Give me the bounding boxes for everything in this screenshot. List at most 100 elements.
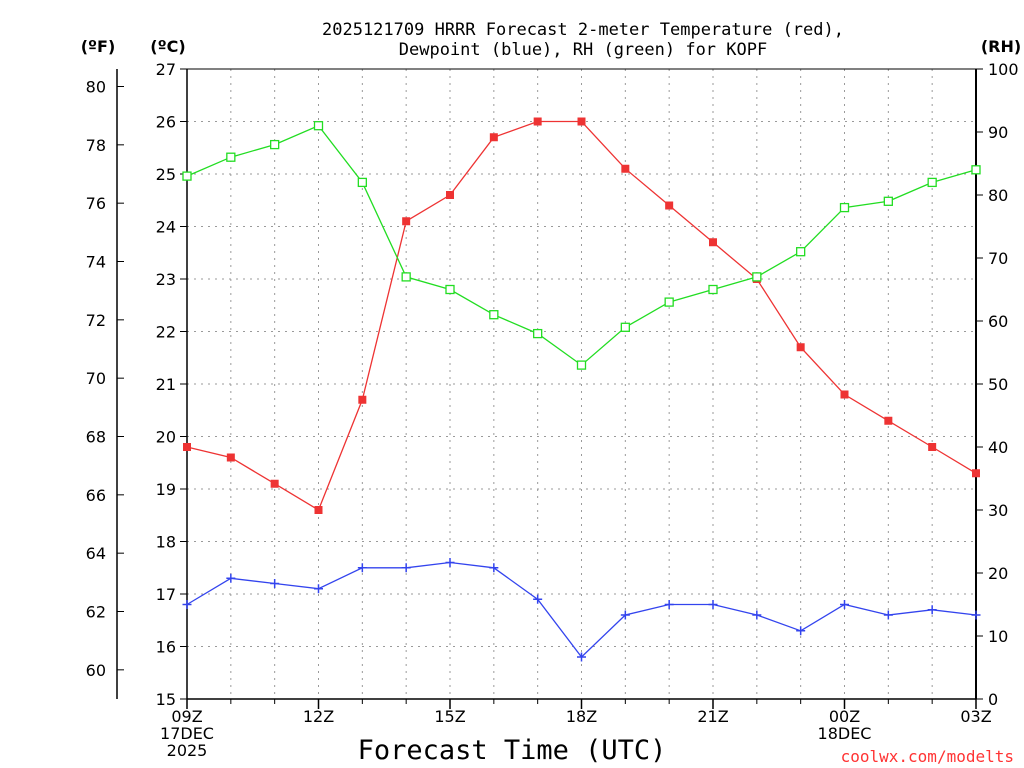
fahrenheit-tick-label-68: 68 <box>86 428 106 447</box>
credit-text: coolwx.com/modelts <box>841 747 1014 766</box>
x-tick-label-3-0: 12Z <box>303 707 334 726</box>
dewpoint-point-4 <box>357 563 367 573</box>
temperature-point-9 <box>577 117 586 126</box>
rh-point-13 <box>752 272 762 282</box>
rh-tick-label-20: 20 <box>988 564 1008 583</box>
dewpoint-point-5 <box>401 563 411 573</box>
rh-point-15 <box>839 202 850 213</box>
dewpoint-point-15 <box>840 600 849 609</box>
dewpoint-point-13 <box>752 610 762 620</box>
temperature-point-4 <box>358 395 367 404</box>
celsius-tick-label-19: 19 <box>156 480 176 499</box>
x-tick-label-0-2: 2025 <box>167 741 208 760</box>
fahrenheit-tick-label-62: 62 <box>86 603 106 622</box>
fahrenheit-tick-label-74: 74 <box>86 253 106 272</box>
dewpoint-point-6 <box>445 558 455 567</box>
rh-tick-label-80: 80 <box>988 186 1008 205</box>
fahrenheit-tick-label-78: 78 <box>86 136 106 155</box>
rh-point-12 <box>708 284 718 295</box>
chart-title-line-2: Dewpoint (blue), RH (green) for KOPF <box>399 40 767 60</box>
rh-point-6 <box>445 284 455 295</box>
temperature-point-16 <box>884 416 893 425</box>
rh-point-8 <box>533 328 543 339</box>
dewpoint-point-0 <box>182 600 192 609</box>
chart-title: 2025121709 HRRR Forecast 2-meter Tempera… <box>322 20 844 60</box>
temperature-point-5 <box>402 217 411 226</box>
temperature-point-8 <box>533 117 542 126</box>
rh-tick-label-40: 40 <box>988 438 1008 457</box>
x-tick-label-15-1: 18DEC <box>818 724 872 743</box>
x-tick-label-6-0: 15Z <box>434 707 465 726</box>
celsius-tick-label-18: 18 <box>156 533 176 552</box>
rh-point-10 <box>620 322 630 332</box>
rh-point-5 <box>401 272 411 282</box>
rh-tick-label-30: 30 <box>988 501 1008 520</box>
fahrenheit-tick-label-72: 72 <box>86 311 106 330</box>
dewpoint-point-8 <box>533 594 543 604</box>
dewpoint-point-1 <box>226 573 236 583</box>
celsius-tick-label-20: 20 <box>156 428 176 447</box>
temperature-point-18 <box>972 469 980 478</box>
rh-point-11 <box>664 297 674 307</box>
temperature-point-11 <box>665 201 674 210</box>
rh-tick-label-0: 0 <box>988 690 998 709</box>
dewpoint-point-2 <box>270 579 280 588</box>
rh-point-3 <box>313 121 324 131</box>
rh-point-4 <box>357 177 367 188</box>
grid <box>186 68 977 700</box>
temperature-point-1 <box>226 453 235 462</box>
rh-point-2 <box>270 139 280 150</box>
temperature-point-15 <box>840 390 849 399</box>
dewpoint-point-10 <box>620 610 630 620</box>
rh-point-9 <box>576 360 587 370</box>
chart-title-line-1: 2025121709 HRRR Forecast 2-meter Tempera… <box>322 20 844 40</box>
x-tick-label-9-0: 18Z <box>566 707 597 726</box>
temperature-point-0 <box>183 443 191 451</box>
dewpoint-point-14 <box>796 626 806 636</box>
celsius-tick-label-26: 26 <box>156 113 176 132</box>
dewpoint-point-17 <box>927 605 937 615</box>
celsius-tick-label-15: 15 <box>156 690 176 709</box>
temperature-point-14 <box>796 343 805 352</box>
dewpoint-point-7 <box>489 563 499 573</box>
rh-point-7 <box>489 310 499 320</box>
rh-point-16 <box>883 196 893 206</box>
x-axis-label: Forecast Time (UTC) <box>358 735 667 766</box>
dewpoint-point-3 <box>314 584 323 594</box>
rh-unit-label: (RH) <box>981 37 1021 56</box>
celsius-tick-label-25: 25 <box>156 165 176 184</box>
rh-tick-label-50: 50 <box>988 375 1008 394</box>
celsius-tick-label-22: 22 <box>156 323 176 342</box>
celsius-tick-label-17: 17 <box>156 585 176 604</box>
x-tick-label-15-0: 00Z <box>829 707 860 726</box>
temperature-point-12 <box>709 238 717 247</box>
rh-tick-label-10: 10 <box>988 627 1008 646</box>
fahrenheit-unit-label: (ºF) <box>81 37 116 56</box>
x-tick-label-0-0: 09Z <box>171 707 202 726</box>
rh-point-18 <box>971 165 981 175</box>
fahrenheit-tick-label-80: 80 <box>86 78 106 97</box>
x-tick-label-0-1: 17DEC <box>160 724 214 743</box>
rh-point-1 <box>226 152 236 162</box>
series <box>182 117 981 662</box>
dewpoint-point-11 <box>664 600 674 609</box>
rh-tick-label-60: 60 <box>988 312 1008 331</box>
dewpoint-point-12 <box>708 600 718 609</box>
rh-point-17 <box>927 177 937 188</box>
dewpoint-point-18 <box>971 610 981 620</box>
rh-point-0 <box>182 171 192 181</box>
celsius-tick-label-21: 21 <box>156 375 176 394</box>
rh-tick-label-90: 90 <box>988 123 1008 142</box>
celsius-unit-label: (ºC) <box>150 37 185 56</box>
rh-tick-label-70: 70 <box>988 249 1008 268</box>
fahrenheit-tick-label-66: 66 <box>86 486 106 505</box>
fahrenheit-tick-label-60: 60 <box>86 661 106 680</box>
temperature-point-7 <box>489 133 498 142</box>
temperature-point-17 <box>928 443 937 451</box>
fahrenheit-tick-label-70: 70 <box>86 369 106 388</box>
fahrenheit-tick-label-76: 76 <box>86 194 106 213</box>
dewpoint-point-9 <box>577 652 586 662</box>
temperature-point-6 <box>446 191 454 199</box>
celsius-tick-label-23: 23 <box>156 270 176 289</box>
